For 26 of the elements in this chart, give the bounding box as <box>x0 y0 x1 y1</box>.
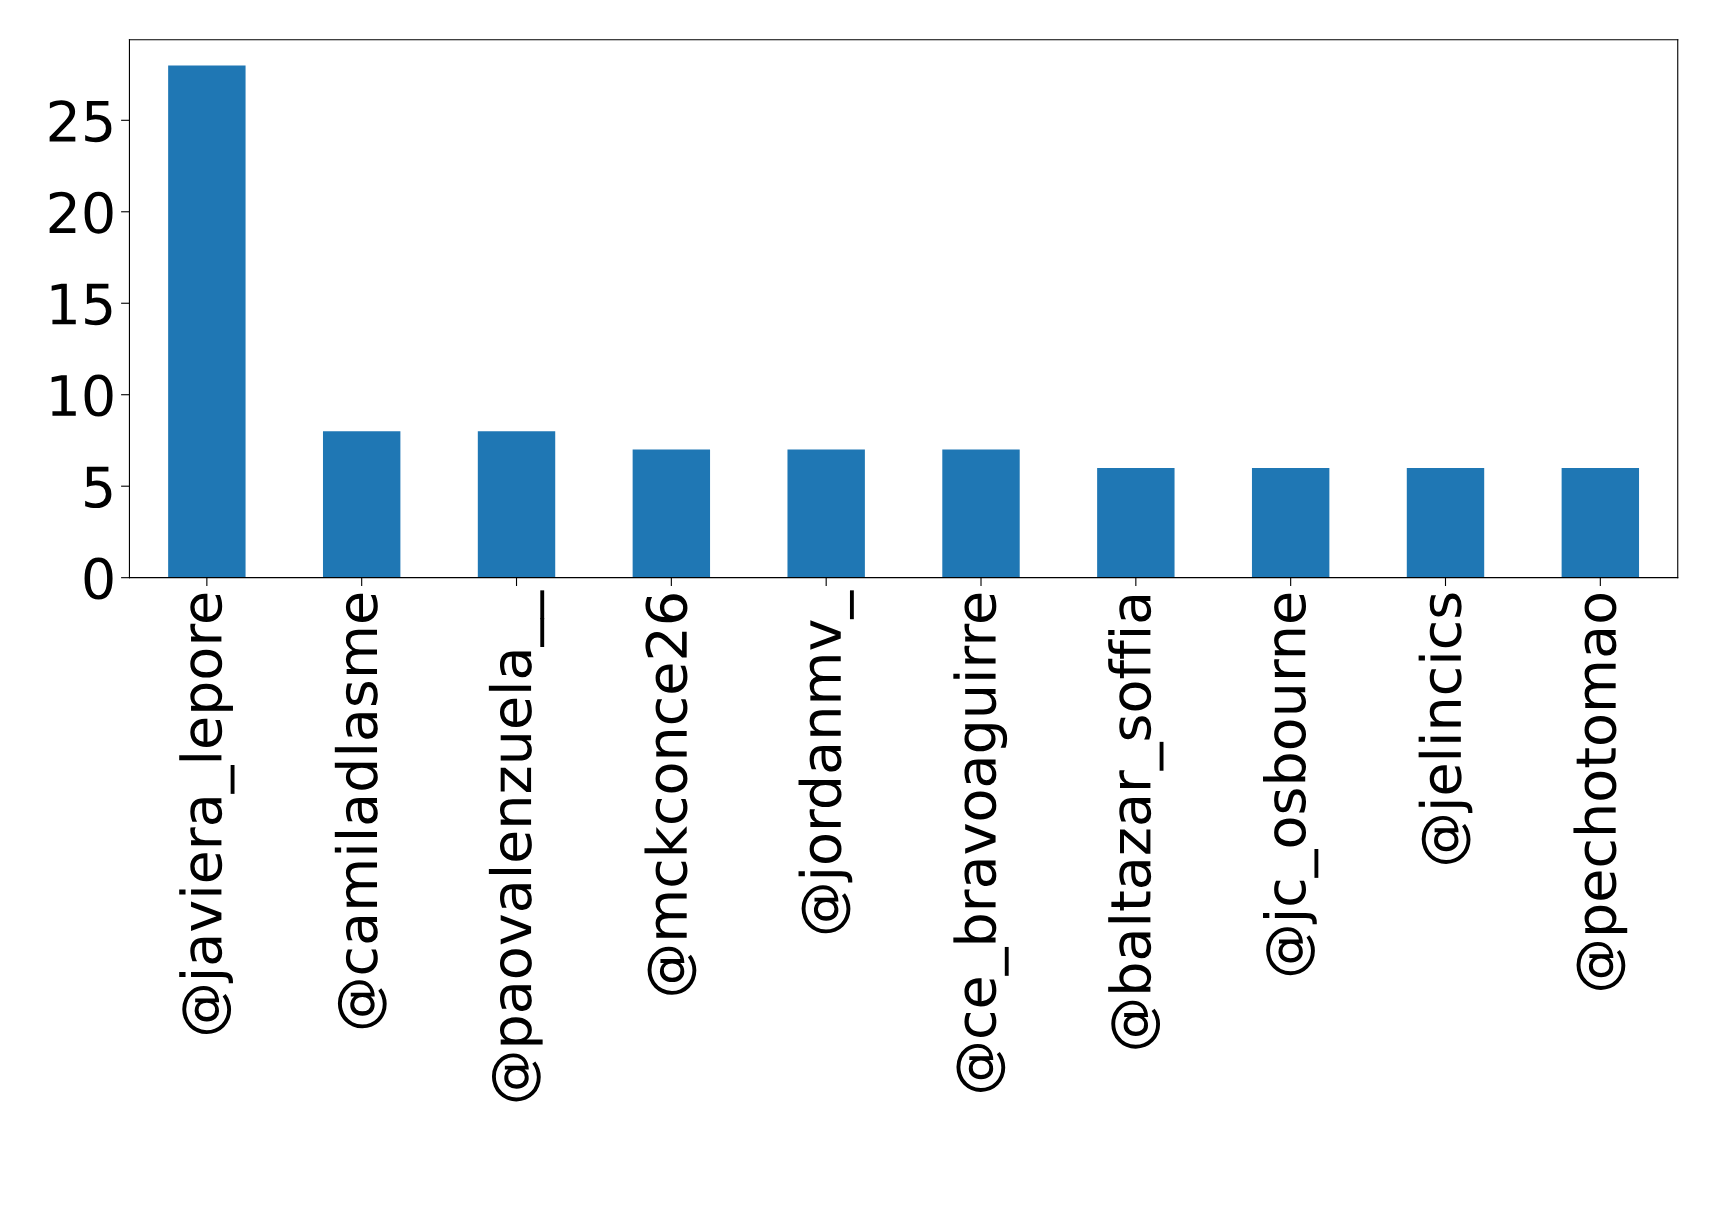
bar <box>632 449 711 578</box>
bar <box>787 449 865 578</box>
x-tick-label: @javiera_lepore <box>179 593 235 1035</box>
y-tick-label: 25 <box>49 100 112 143</box>
y-tick-label: 15 <box>51 283 112 326</box>
bar <box>322 431 401 578</box>
bar <box>1561 467 1640 578</box>
y-tick-label: 20 <box>49 191 113 234</box>
bar <box>168 65 246 578</box>
bar <box>942 449 1020 578</box>
x-tick-label: @mckconce26 <box>644 594 697 995</box>
x-tick-label: @jelincics <box>1418 593 1473 864</box>
x-tick-label: @jc_osbourne <box>1263 593 1319 976</box>
y-tick-label: 5 <box>85 466 112 509</box>
x-tick-label: @camiladlasme <box>334 593 387 1029</box>
bar <box>1406 467 1485 578</box>
y-tick-label: 10 <box>51 374 113 417</box>
bar <box>1097 467 1175 578</box>
x-tick-label: @paovalenzuela__ <box>488 590 545 1102</box>
x-tick-label: @ce_bravoaguirre <box>953 593 1009 1092</box>
y-tick-label: 0 <box>84 557 113 600</box>
x-tick-label: @baltazar_soffia <box>1108 595 1164 1049</box>
bar <box>477 431 556 578</box>
x-tick-label: @pechotomao <box>1573 593 1628 990</box>
bar <box>1251 467 1330 578</box>
x-tick-label: @jordanmv_ <box>798 590 854 934</box>
